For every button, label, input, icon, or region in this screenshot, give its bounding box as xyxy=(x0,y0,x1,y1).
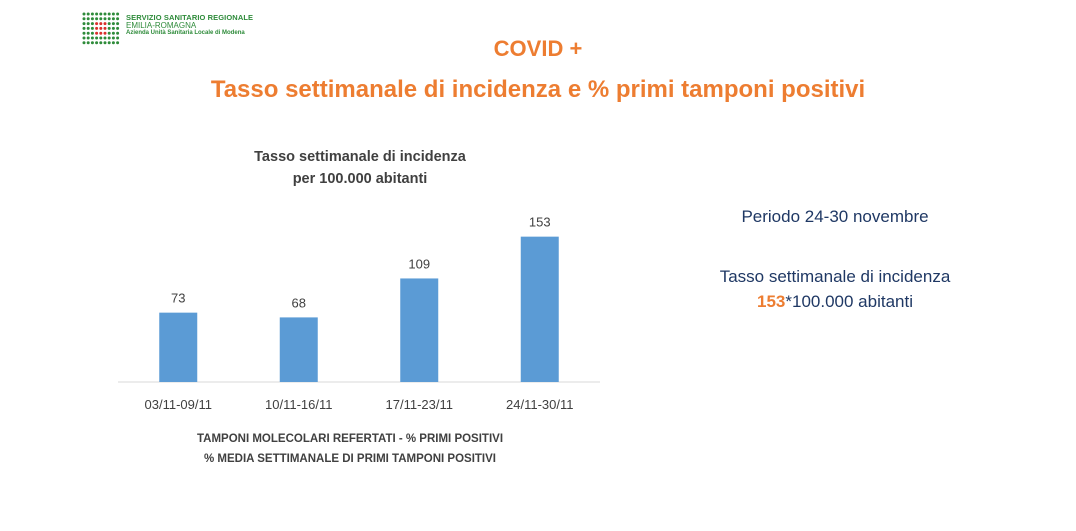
logo-dot xyxy=(111,26,115,30)
x-tick-label-3: 17/11-23/11 xyxy=(386,397,453,412)
logo-dot xyxy=(82,17,86,21)
logo-dot xyxy=(86,36,90,40)
logo-dot xyxy=(111,22,115,26)
logo-dot xyxy=(86,22,90,26)
period-label: Periodo 24-30 novembre xyxy=(741,207,929,226)
logo-dot xyxy=(107,12,111,16)
page-subtitle: Tasso settimanale di incidenza e % primi… xyxy=(210,76,866,103)
logo-dot xyxy=(95,26,99,30)
logo-dot xyxy=(107,31,111,35)
incidence-rate-label: Tasso settimanale di incidenza xyxy=(719,267,951,286)
x-tick-label-2: 10/11-16/11 xyxy=(265,397,332,412)
logo-dot xyxy=(111,36,115,40)
logo-dot xyxy=(86,12,90,16)
logo-dot xyxy=(95,36,99,40)
logo-dot xyxy=(107,22,111,26)
logo-line-1: SERVIZIO SANITARIO REGIONALE xyxy=(126,13,254,22)
bar-4 xyxy=(520,236,559,382)
logo-dot xyxy=(116,31,120,35)
logo-dot xyxy=(95,17,99,21)
logo-dot xyxy=(86,17,90,21)
x-tick-label-1: 03/11-09/11 xyxy=(145,397,212,412)
logo-dot xyxy=(116,17,120,21)
data-label-3: 109 xyxy=(408,256,430,271)
logo-dot xyxy=(95,22,99,26)
logo-line-2: EMILIA-ROMAGNA xyxy=(126,20,197,30)
footer-line-1: TAMPONI MOLECOLARI REFERTATI - % PRIMI P… xyxy=(196,433,504,445)
logo-dot xyxy=(95,31,99,35)
logo-dot xyxy=(90,17,94,21)
logo-dot xyxy=(111,31,115,35)
incidence-summary: Tasso settimanale di incidenza 153*100.0… xyxy=(660,264,1010,314)
logo-dot xyxy=(86,31,90,35)
logo-dot xyxy=(103,36,107,40)
logo-dot xyxy=(107,41,111,45)
logo-line-3: Azienda Unità Sanitaria Locale di Modena xyxy=(126,30,245,37)
logo-dot xyxy=(107,36,111,40)
page-title: COVID + xyxy=(493,36,583,61)
logo-dot xyxy=(111,12,115,16)
logo-dot xyxy=(90,22,94,26)
logo-dot xyxy=(99,31,103,35)
logo-dot xyxy=(90,31,94,35)
logo-dot xyxy=(99,41,103,45)
logo-dot xyxy=(82,22,86,26)
logo-dot xyxy=(99,12,103,16)
logo-dot xyxy=(82,26,86,30)
logo-dot xyxy=(86,41,90,45)
logo-dot xyxy=(103,26,107,30)
logo-dot xyxy=(116,26,120,30)
logo-dot xyxy=(95,12,99,16)
data-label-1: 73 xyxy=(171,291,185,306)
logo-dot xyxy=(103,41,107,45)
logo-dot xyxy=(82,36,86,40)
logo-dot xyxy=(99,36,103,40)
data-label-2: 68 xyxy=(292,295,306,310)
logo-dot xyxy=(90,36,94,40)
logo-dot xyxy=(103,12,107,16)
logo-dot xyxy=(103,31,107,35)
logo-dot xyxy=(99,26,103,30)
incidence-rate-value-line: 153*100.000 abitanti xyxy=(660,289,1010,314)
logo-dot xyxy=(111,17,115,21)
bar-1 xyxy=(159,312,198,382)
bar-3 xyxy=(400,278,439,382)
logo-dot xyxy=(90,12,94,16)
chart-title-line-1: Tasso settimanale di incidenza xyxy=(254,149,466,165)
logo-dot xyxy=(86,26,90,30)
logo-dot xyxy=(95,41,99,45)
data-label-4: 153 xyxy=(529,215,551,230)
bar-chart: 73 03/11-09/11 68 10/11-16/11 109 17/11-23/11… xyxy=(118,215,600,412)
x-tick-label-4: 24/11-30/11 xyxy=(506,397,573,412)
logo-dot-grid-icon xyxy=(82,12,120,45)
logo-dot xyxy=(82,12,86,16)
logo-dot xyxy=(82,31,86,35)
logo-dot xyxy=(99,22,103,26)
logo-dot xyxy=(90,26,94,30)
incidence-rate-suffix: *100.000 abitanti xyxy=(785,292,913,311)
chart-title-line-2: per 100.000 abitanti xyxy=(292,171,428,187)
logo-dot xyxy=(103,22,107,26)
bar-2 xyxy=(279,317,318,382)
logo-dot xyxy=(107,17,111,21)
logo-dot xyxy=(116,41,120,45)
logo-dot xyxy=(103,17,107,21)
logo-dot xyxy=(107,26,111,30)
logo-dot xyxy=(99,17,103,21)
logo-dot xyxy=(82,41,86,45)
incidence-rate-value: 153 xyxy=(757,292,786,311)
footer-line-2: % MEDIA SETTIMANALE DI PRIMI TAMPONI POS… xyxy=(204,453,496,465)
logo-dot xyxy=(116,12,120,16)
logo-dot xyxy=(90,41,94,45)
logo-dot xyxy=(111,41,115,45)
logo-dot xyxy=(116,36,120,40)
logo-dot xyxy=(116,22,120,26)
logo: SERVIZIO SANITARIO REGIONALE EMILIA-ROMA… xyxy=(82,12,253,46)
